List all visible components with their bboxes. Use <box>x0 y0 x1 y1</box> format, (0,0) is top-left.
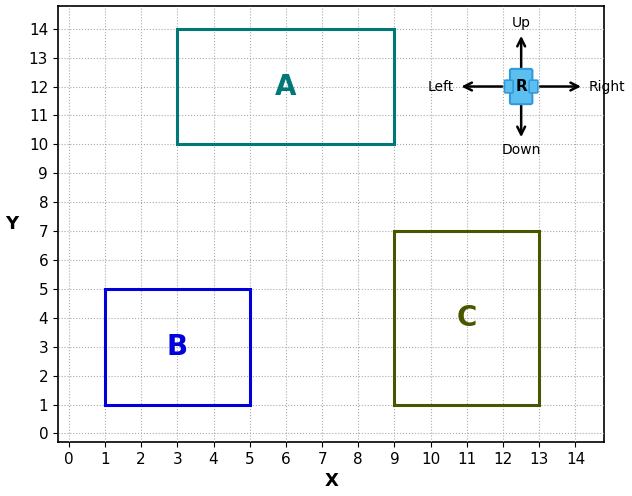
FancyBboxPatch shape <box>529 80 538 93</box>
Text: Left: Left <box>428 79 454 94</box>
Text: C: C <box>457 304 477 332</box>
FancyBboxPatch shape <box>504 80 513 93</box>
Bar <box>394 231 539 405</box>
Text: Up: Up <box>512 15 531 30</box>
Text: Down: Down <box>501 143 541 157</box>
Y-axis label: Y: Y <box>6 215 19 233</box>
FancyBboxPatch shape <box>510 69 532 104</box>
Bar <box>105 289 250 405</box>
X-axis label: X: X <box>324 473 338 491</box>
Text: Right: Right <box>588 79 625 94</box>
Text: B: B <box>167 333 188 361</box>
Text: A: A <box>275 72 296 101</box>
Bar <box>178 29 394 144</box>
Text: R: R <box>515 79 527 94</box>
